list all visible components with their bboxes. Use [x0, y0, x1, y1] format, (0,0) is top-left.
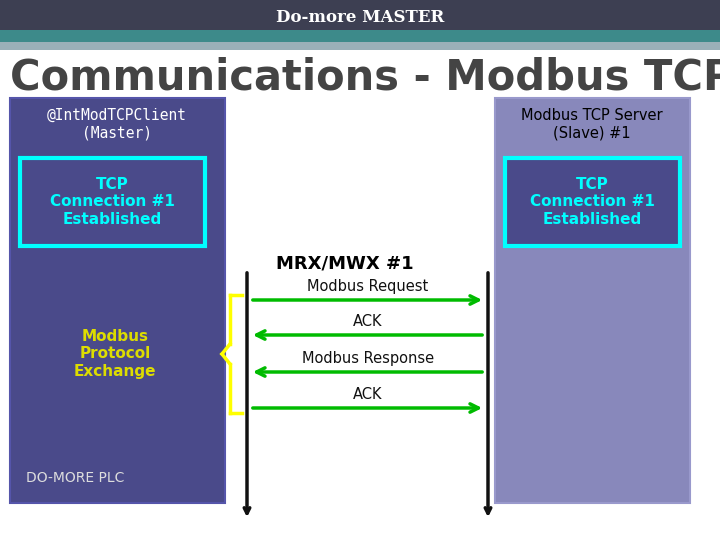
Bar: [495, 98, 690, 503]
Text: Do-more MASTER: Do-more MASTER: [276, 9, 444, 25]
Text: Communications - Modbus TCP: Communications - Modbus TCP: [10, 57, 720, 99]
Text: Modbus Response: Modbus Response: [302, 351, 434, 366]
Bar: [0, 30, 720, 42]
Text: ACK: ACK: [354, 314, 383, 329]
Bar: [10, 98, 225, 503]
Bar: [0, 0, 720, 30]
Text: TCP
Connection #1
Established: TCP Connection #1 Established: [50, 177, 175, 227]
Text: Modbus
Protocol
Exchange: Modbus Protocol Exchange: [73, 329, 156, 379]
Text: TCP
Connection #1
Established: TCP Connection #1 Established: [530, 177, 655, 227]
Text: DO-MORE PLC: DO-MORE PLC: [26, 471, 124, 485]
Bar: [20, 158, 205, 246]
Bar: [505, 158, 680, 246]
Bar: [0, 42, 720, 50]
Text: Modbus TCP Server
(Slave) #1: Modbus TCP Server (Slave) #1: [521, 108, 663, 140]
Text: @IntModTCPClient
(Master): @IntModTCPClient (Master): [47, 108, 187, 140]
Text: MRX/MWX #1: MRX/MWX #1: [276, 254, 414, 272]
Text: ACK: ACK: [354, 387, 383, 402]
Text: Modbus Request: Modbus Request: [307, 279, 428, 294]
